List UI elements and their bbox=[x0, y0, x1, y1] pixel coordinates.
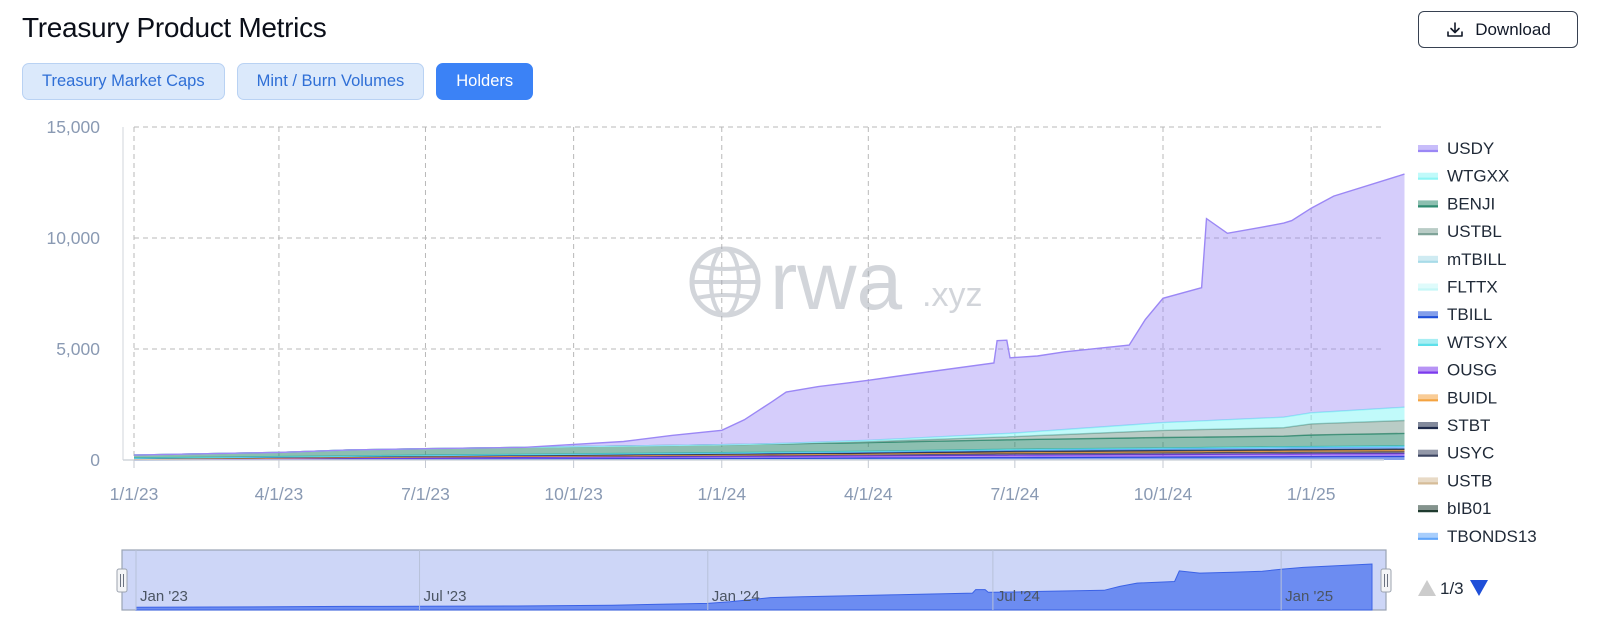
navigator-label: Jan '25 bbox=[1285, 588, 1333, 605]
x-tick-label: 10/1/23 bbox=[544, 484, 602, 504]
legend-label: USYC bbox=[1447, 444, 1494, 463]
legend-label: FLTTX bbox=[1447, 278, 1498, 297]
legend-item-wtsyx[interactable]: WTSYX bbox=[1418, 333, 1507, 352]
legend-item-ustb[interactable]: USTB bbox=[1418, 471, 1492, 490]
navigator-label: Jan '23 bbox=[140, 588, 188, 605]
legend-item-ustbl[interactable]: USTBL bbox=[1418, 222, 1502, 241]
navigator-series bbox=[135, 563, 1373, 611]
x-tick-label: 1/1/23 bbox=[110, 484, 159, 504]
legend-item-wtgxx[interactable]: WTGXX bbox=[1418, 167, 1509, 186]
legend-swatch bbox=[1418, 532, 1438, 539]
legend-label: USDY bbox=[1447, 139, 1494, 158]
legend-item-benji[interactable]: BENJI bbox=[1418, 194, 1495, 213]
download-label: Download bbox=[1475, 19, 1551, 39]
legend-next-arrow-icon[interactable] bbox=[1470, 580, 1488, 596]
legend-swatch bbox=[1418, 449, 1438, 456]
download-button[interactable]: Download bbox=[1418, 11, 1578, 48]
grid bbox=[122, 126, 1384, 460]
rwa-watermark: rwa .xyz bbox=[689, 236, 982, 327]
legend-label: STBT bbox=[1447, 416, 1490, 435]
legend-label: WTSYX bbox=[1447, 333, 1507, 352]
legend-swatch bbox=[1418, 228, 1438, 235]
legend-label: BUIDL bbox=[1447, 388, 1497, 407]
navigator-left-handle[interactable] bbox=[116, 568, 128, 593]
series-areas bbox=[133, 173, 1405, 461]
legend-label: WTGXX bbox=[1447, 167, 1509, 186]
tab-treasury-market-caps[interactable]: Treasury Market Caps bbox=[22, 63, 225, 100]
legend: USDY WTGXX BENJI USTBL mTBILL FLTTX TBILL WTSYX… bbox=[1418, 139, 1537, 598]
legend-swatch bbox=[1418, 172, 1438, 179]
y-tick-label: 10,000 bbox=[46, 228, 100, 248]
line-wtgxx bbox=[133, 406, 1405, 456]
legend-item-stbt[interactable]: STBT bbox=[1418, 416, 1490, 435]
legend-pager: 1/3 bbox=[1418, 579, 1488, 598]
x-tick-label: 7/1/24 bbox=[991, 484, 1040, 504]
legend-item-bib01[interactable]: bIB01 bbox=[1418, 499, 1491, 518]
legend-swatch bbox=[1418, 338, 1438, 345]
page-title: Treasury Product Metrics bbox=[22, 12, 327, 43]
x-tick-label: 10/1/24 bbox=[1134, 484, 1193, 504]
legend-swatch bbox=[1418, 366, 1438, 373]
legend-label: TBONDS13 bbox=[1447, 527, 1537, 546]
watermark-text: rwa bbox=[770, 236, 903, 327]
legend-swatch bbox=[1418, 200, 1438, 207]
tab-holders[interactable]: Holders bbox=[436, 63, 534, 100]
legend-page-indicator: 1/3 bbox=[1440, 579, 1464, 598]
area-usdy[interactable] bbox=[134, 174, 1405, 456]
legend-label: bIB01 bbox=[1447, 499, 1491, 518]
legend-item-buidl[interactable]: BUIDL bbox=[1418, 388, 1497, 407]
legend-label: USTB bbox=[1447, 471, 1492, 490]
navigator-label: Jan '24 bbox=[712, 588, 760, 605]
legend-label: BENJI bbox=[1447, 194, 1495, 213]
x-tick-label: 7/1/23 bbox=[401, 484, 450, 504]
navigator-label: Jul '24 bbox=[997, 588, 1040, 605]
legend-item-usyc[interactable]: USYC bbox=[1418, 444, 1494, 463]
handle-grip bbox=[116, 568, 128, 593]
legend-item-ousg[interactable]: OUSG bbox=[1418, 361, 1497, 380]
legend-swatch bbox=[1418, 311, 1438, 318]
legend-item-usdy[interactable]: USDY bbox=[1418, 139, 1494, 158]
download-icon bbox=[1447, 21, 1463, 37]
y-tick-label: 0 bbox=[90, 450, 100, 470]
handle-grip bbox=[1380, 568, 1392, 593]
tab-mint-burn-volumes[interactable]: Mint / Burn Volumes bbox=[236, 63, 425, 100]
x-tick-label: 4/1/23 bbox=[255, 484, 304, 504]
navigator-label: Jul '23 bbox=[424, 588, 467, 605]
legend-swatch bbox=[1418, 255, 1438, 262]
legend-item-mtbill[interactable]: mTBILL bbox=[1418, 250, 1507, 269]
legend-label: OUSG bbox=[1447, 361, 1497, 380]
line-usdy bbox=[133, 173, 1405, 456]
x-tick-label: 4/1/24 bbox=[844, 484, 893, 504]
range-navigator[interactable]: Jan '23 Jul '23 Jan '24 Jul '24 Jan '25 bbox=[116, 549, 1392, 611]
y-tick-label: 5,000 bbox=[56, 339, 100, 359]
navigator-right-handle[interactable] bbox=[1380, 568, 1392, 593]
legend-item-tbonds13[interactable]: TBONDS13 bbox=[1418, 527, 1537, 546]
legend-item-flttx[interactable]: FLTTX bbox=[1418, 278, 1498, 297]
tab-bar: Treasury Market Caps Mint / Burn Volumes… bbox=[22, 63, 534, 100]
legend-item-tbill[interactable]: TBILL bbox=[1418, 305, 1492, 324]
legend-swatch bbox=[1418, 505, 1438, 512]
globe-icon bbox=[689, 246, 761, 318]
legend-label: TBILL bbox=[1447, 305, 1492, 324]
legend-label: mTBILL bbox=[1447, 250, 1507, 269]
legend-label: USTBL bbox=[1447, 222, 1502, 241]
legend-prev-arrow-icon[interactable] bbox=[1418, 580, 1436, 596]
legend-swatch bbox=[1418, 283, 1438, 290]
legend-swatch bbox=[1418, 422, 1438, 428]
axes: 0 5,000 10,000 15,000 1/1/23 4/1/23 7/1/23 10/1… bbox=[46, 117, 1384, 504]
area-benji[interactable] bbox=[134, 433, 1405, 458]
x-tick-label: 1/1/24 bbox=[697, 484, 746, 504]
watermark-suffix: .xyz bbox=[922, 276, 982, 314]
x-tick-label: 1/1/25 bbox=[1287, 484, 1336, 504]
legend-swatch bbox=[1418, 477, 1438, 484]
legend-swatch bbox=[1418, 394, 1438, 401]
legend-swatch bbox=[1418, 145, 1438, 151]
y-tick-label: 15,000 bbox=[46, 117, 100, 137]
